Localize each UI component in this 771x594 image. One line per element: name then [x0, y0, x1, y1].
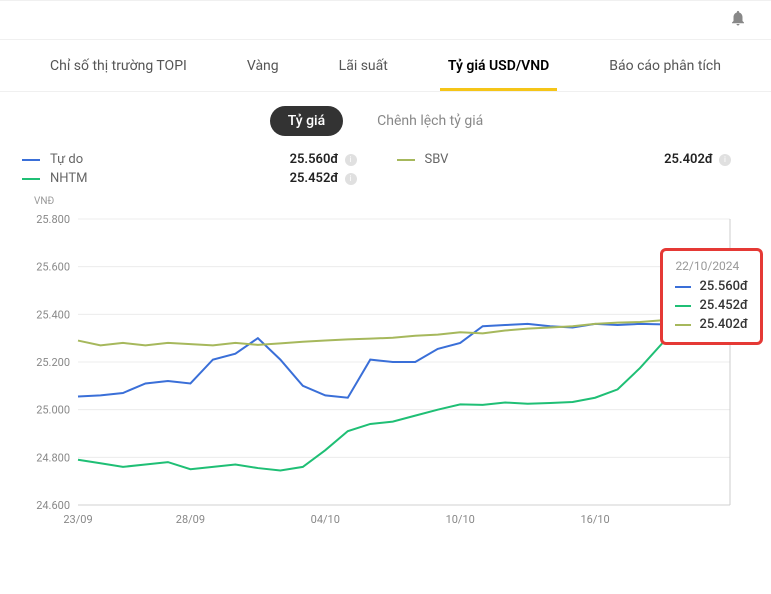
- legend-value: 25.452đ: [290, 171, 339, 186]
- legend-area: Tự do25.560đ i SBV25.402đ i NHTM25.452đ i: [0, 146, 771, 192]
- info-icon[interactable]: i: [345, 154, 357, 166]
- tooltip-date: 22/10/2024: [675, 259, 748, 273]
- svg-text:23/09: 23/09: [63, 513, 92, 526]
- svg-text:25.600: 25.600: [36, 261, 70, 274]
- info-icon[interactable]: i: [719, 154, 731, 166]
- chart-tooltip: 22/10/2024 25.560đ 25.452đ 25.402đ: [660, 248, 763, 345]
- tooltip-swatch-icon: [675, 305, 691, 307]
- legend-swatch-icon: [22, 178, 40, 180]
- tab-0[interactable]: Chỉ số thị trường TOPI: [42, 40, 195, 91]
- info-icon[interactable]: i: [345, 173, 357, 185]
- svg-text:25.400: 25.400: [36, 308, 70, 321]
- legend-swatch-icon: [397, 159, 415, 161]
- legend-value: 25.560đ: [290, 152, 339, 167]
- bell-icon[interactable]: [729, 9, 747, 31]
- legend-label: Tự do: [50, 152, 290, 167]
- subtab-1[interactable]: Chênh lệch tỷ giá: [359, 106, 501, 136]
- main-tabs: Chỉ số thị trường TOPI Vàng Lãi suất Tỷ giá…: [0, 40, 771, 92]
- svg-text:24.800: 24.800: [36, 451, 70, 464]
- tooltip-row: 25.560đ: [675, 277, 748, 296]
- tab-2[interactable]: Lãi suất: [331, 40, 396, 91]
- svg-text:25.000: 25.000: [36, 404, 70, 417]
- tab-4[interactable]: Báo cáo phân tích: [601, 40, 729, 91]
- sub-tabs: Tỷ giá Chênh lệch tỷ giá: [0, 92, 771, 146]
- tooltip-value: 25.452đ: [699, 298, 748, 313]
- tooltip-swatch-icon: [675, 324, 691, 326]
- tooltip-value: 25.402đ: [699, 317, 748, 332]
- tooltip-row: 25.402đ: [675, 315, 748, 334]
- legend-row-tudo: Tự do25.560đ i: [22, 152, 357, 167]
- svg-text:10/10: 10/10: [446, 513, 475, 526]
- tooltip-swatch-icon: [675, 286, 691, 288]
- svg-text:25.800: 25.800: [36, 213, 70, 226]
- y-axis-unit: VNĐ: [34, 196, 751, 207]
- line-chart: 24.600 24.800 25.000 25.200 25.400 25.600 25.8…: [20, 209, 740, 539]
- svg-text:25.200: 25.200: [36, 356, 70, 369]
- legend-row-sbv: SBV25.402đ i: [397, 152, 732, 167]
- tooltip-row: 25.452đ: [675, 296, 748, 315]
- tooltip-value: 25.560đ: [699, 279, 748, 294]
- svg-text:24.600: 24.600: [36, 499, 70, 512]
- legend-row-nhtm: NHTM25.452đ i: [22, 171, 357, 186]
- svg-text:28/09: 28/09: [176, 513, 205, 526]
- topbar: [0, 0, 771, 40]
- chart-container: VNĐ 24.600 24.800 25.000 25.200 25.400 25.600…: [0, 192, 771, 539]
- legend-label: SBV: [425, 152, 665, 167]
- tab-3[interactable]: Tỷ giá USD/VND: [440, 40, 557, 91]
- svg-text:16/10: 16/10: [580, 513, 609, 526]
- legend-value: 25.402đ: [664, 152, 713, 167]
- legend-swatch-icon: [22, 159, 40, 161]
- tab-1[interactable]: Vàng: [239, 40, 287, 91]
- legend-label: NHTM: [50, 171, 290, 186]
- svg-text:04/10: 04/10: [311, 513, 340, 526]
- subtab-0[interactable]: Tỷ giá: [270, 106, 343, 136]
